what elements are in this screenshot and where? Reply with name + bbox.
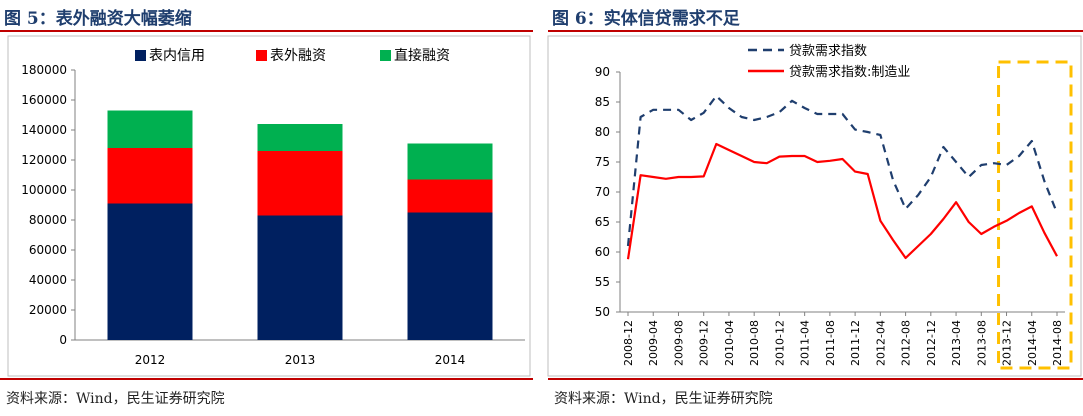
x-tick-label: 2014-08	[1051, 320, 1064, 366]
x-tick-label: 2013-12	[1001, 320, 1014, 366]
y-tick-label: 40000	[29, 273, 67, 287]
x-tick-label: 2008-12	[622, 320, 635, 366]
x-tick-label: 2010-04	[723, 320, 736, 366]
legend-swatch	[380, 50, 391, 61]
legend-swatch	[135, 50, 146, 61]
y-tick-label: 80000	[29, 213, 67, 227]
right-title-divider	[548, 30, 1083, 32]
loan-demand-index-line	[626, 94, 1059, 247]
y-tick-label: 55	[595, 275, 610, 289]
y-tick-label: 75	[595, 155, 610, 169]
y-tick-label: 20000	[29, 303, 67, 317]
bar-segment	[107, 203, 193, 340]
right-source-note: 资料来源：Wind，民生证券研究院	[554, 391, 773, 407]
x-tick-label: 2013	[285, 353, 316, 367]
bar-segment	[257, 124, 343, 151]
left-title-divider	[0, 30, 533, 32]
x-tick-label: 2012	[135, 353, 166, 367]
stacked-bar-chart: 表内信用 表外融资 直接融资 0 20000 40000 60000 80000 100000 1…	[7, 35, 531, 377]
y-tick-label: 60	[595, 245, 610, 259]
left-source-divider	[0, 378, 533, 380]
x-tick-label: 2011-12	[849, 320, 862, 366]
x-tick-label: 2009-04	[647, 320, 660, 366]
x-tick-label: 2011-08	[824, 320, 837, 366]
x-tick-label: 2012-04	[874, 320, 887, 366]
x-tick-label: 2009-12	[698, 320, 711, 366]
legend-label: 贷款需求指数	[789, 44, 867, 59]
bar-segment	[107, 110, 193, 148]
y-tick-label: 50	[595, 305, 610, 319]
y-tick-label: 160000	[21, 93, 67, 107]
legend-label: 直接融资	[394, 47, 450, 64]
y-tick-label: 70	[595, 185, 610, 199]
right-source-divider	[548, 378, 1083, 380]
x-tick-label: 2013-04	[950, 320, 963, 366]
left-source-note: 资料来源：Wind，民生证券研究院	[6, 391, 225, 407]
y-tick-label: 90	[595, 65, 610, 79]
y-tick-label: 140000	[21, 123, 67, 137]
y-tick-label: 120000	[21, 153, 67, 167]
x-tick-label: 2009-08	[672, 320, 685, 366]
x-tick-label: 2014	[435, 353, 466, 367]
y-tick-label: 80	[595, 125, 610, 139]
x-tick-label: 2011-04	[799, 320, 812, 366]
y-tick-label: 60000	[29, 243, 67, 257]
y-tick-label: 180000	[21, 63, 67, 77]
y-tick-label: 65	[595, 215, 610, 229]
x-tick-label: 2014-04	[1026, 320, 1039, 366]
x-tick-label: 2010-12	[773, 320, 786, 366]
right-figure-title: 图 6：实体信贷需求不足	[552, 9, 740, 29]
bar-segment	[257, 151, 343, 216]
left-figure-title: 图 5：表外融资大幅萎缩	[4, 9, 192, 29]
manufacturing-loan-demand-line	[626, 142, 1058, 260]
x-tick-label: 2012-08	[900, 320, 913, 366]
bar-segment	[407, 179, 493, 213]
legend-label: 表外融资	[270, 48, 326, 64]
bar-segment	[107, 148, 193, 204]
bar-segment	[407, 212, 493, 340]
x-tick-label: 2012-12	[925, 320, 938, 366]
bar-segment	[257, 215, 343, 340]
y-tick-label: 100000	[21, 183, 67, 197]
x-tick-label: 2013-08	[975, 320, 988, 366]
left-figure-panel: 图 5：表外融资大幅萎缩 表内信用 表外融资 直接融资 0 20000 40000 6000…	[0, 0, 533, 416]
legend-label: 表内信用	[149, 48, 205, 64]
right-figure-panel: 图 6：实体信贷需求不足 贷款需求指数贷款需求指数:制造业 50 55 60 65 70 7…	[547, 0, 1083, 416]
x-tick-label: 2010-08	[748, 320, 761, 366]
y-tick-label: 85	[595, 95, 610, 109]
bar-segment	[407, 143, 493, 180]
legend-swatch	[256, 50, 267, 61]
legend-label: 贷款需求指数:制造业	[789, 65, 910, 80]
y-tick-label: 0	[59, 333, 67, 347]
